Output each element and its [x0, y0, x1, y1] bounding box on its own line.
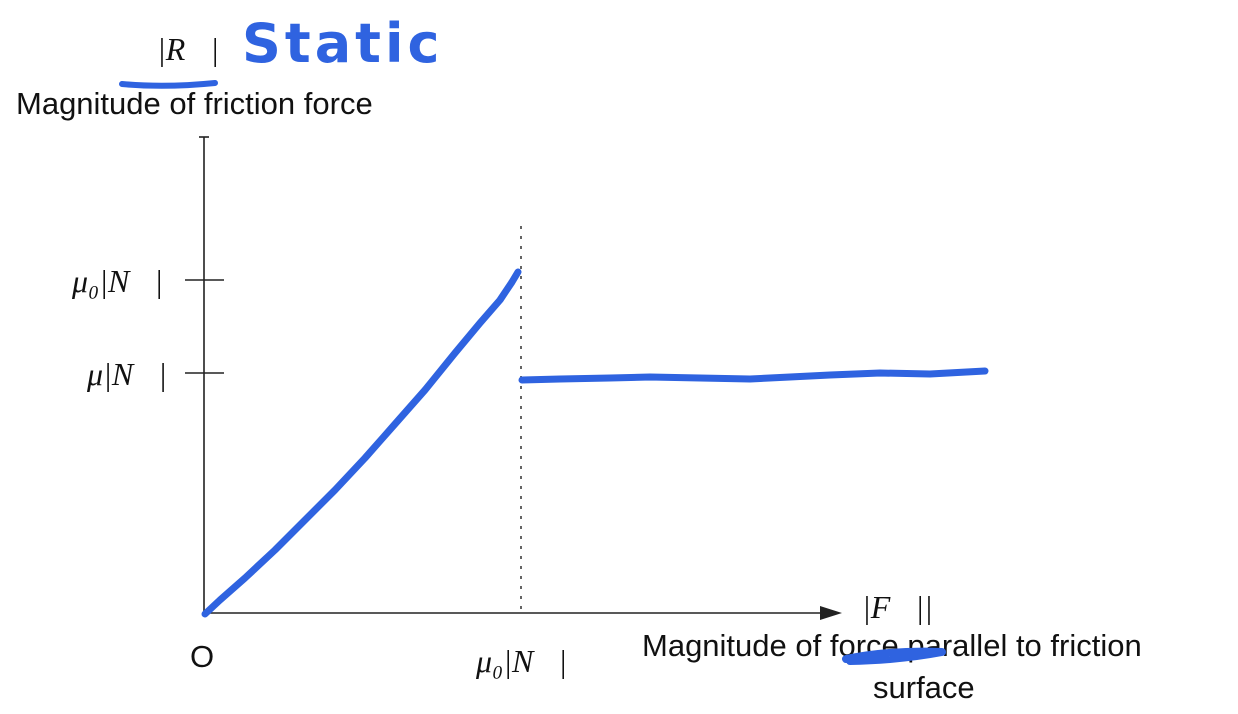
- handwritten-underline-r: [119, 80, 218, 89]
- handwritten-kinetic-friction-line: [518, 367, 989, 384]
- x-tick-label-mu0N: μ₀|N⃗|: [475, 643, 567, 679]
- origin-label: O: [190, 639, 214, 674]
- y-tick-label-muN: μ|N⃗|: [86, 356, 167, 392]
- x-axis-symbol: |F⃗||: [862, 589, 933, 625]
- handwritten-annotation-static: Static: [242, 12, 443, 75]
- y-tick-label-mu0N: μ₀|N⃗|: [71, 263, 163, 299]
- y-axis-title: Magnitude of friction force: [16, 86, 373, 121]
- x-axis-arrowhead: [820, 606, 842, 620]
- x-axis-title-line2: surface: [873, 670, 975, 705]
- y-axis-symbol: |R⃗|: [157, 31, 219, 67]
- handwritten-static-friction-line: [201, 268, 522, 618]
- handwritten-scribble-force: [842, 647, 946, 665]
